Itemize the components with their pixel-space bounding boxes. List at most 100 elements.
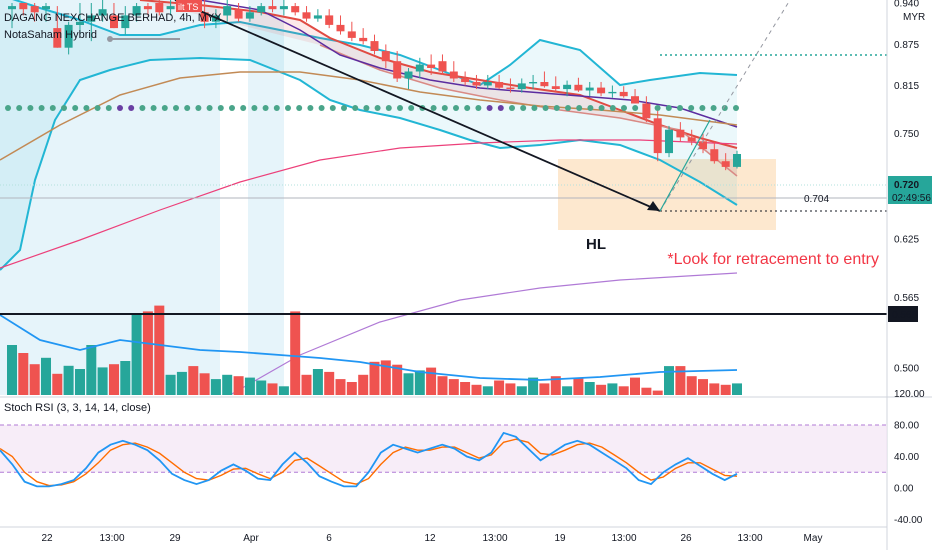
- hl-annotation: HL: [586, 236, 606, 253]
- volume-bar: [596, 384, 607, 395]
- candles-group: [0, 0, 742, 395]
- volume-bar: [709, 383, 720, 395]
- volume-bar: [358, 374, 369, 395]
- signal-dot: [621, 105, 627, 111]
- signal-dot: [363, 105, 370, 111]
- candle-body: [143, 6, 152, 10]
- signal-dot: [576, 105, 583, 111]
- volume-bar: [403, 373, 414, 395]
- signal-dot: [195, 105, 202, 111]
- candle-body: [540, 82, 549, 87]
- candle-body: [166, 6, 175, 10]
- signal-dot: [5, 105, 11, 111]
- price-tick-label: 0.875: [894, 40, 919, 51]
- volume-bar: [562, 386, 573, 395]
- candle-body: [234, 9, 243, 19]
- candle-body: [121, 15, 130, 29]
- signal-dot: [229, 105, 235, 111]
- volume-bar: [75, 369, 85, 395]
- signal-dot: [733, 105, 739, 111]
- volume-bar: [516, 386, 527, 395]
- volume-bar: [437, 376, 448, 395]
- volume-bar: [664, 366, 674, 395]
- time-tick-label: 26: [680, 533, 692, 544]
- candle-body: [699, 141, 707, 150]
- time-tick-label: 13:00: [737, 533, 762, 544]
- volume-bar: [584, 382, 595, 395]
- candle-body: [42, 6, 50, 10]
- time-tick-label: 12: [424, 533, 436, 544]
- candle-body: [245, 12, 254, 19]
- volume-bar: [448, 379, 459, 395]
- price-tick-label: 0.500: [894, 364, 919, 375]
- candle-body: [30, 6, 39, 13]
- volume-bar: [414, 370, 425, 395]
- volume-bar: [176, 371, 187, 395]
- signal-dot: [587, 105, 594, 111]
- price-tick-label: 0.565: [894, 293, 919, 304]
- signal-dot: [206, 105, 213, 111]
- signal-dot: [251, 105, 258, 111]
- candle-body: [495, 82, 504, 88]
- overlay-group: [0, 0, 887, 315]
- volume-bar: [312, 369, 323, 395]
- candle-body: [268, 6, 277, 10]
- volume-bar: [63, 365, 74, 395]
- signal-dot: [285, 105, 291, 111]
- stoch-tick-label: 80.00: [894, 421, 919, 432]
- ma-pink-line: [0, 139, 738, 269]
- currency-label: MYR: [903, 12, 925, 23]
- volume-bar: [97, 367, 108, 395]
- candle-body: [427, 64, 436, 68]
- volume-bar: [426, 367, 437, 395]
- volume-bar: [120, 361, 131, 395]
- signal-dot: [531, 105, 538, 111]
- signal-dot: [430, 105, 437, 111]
- candle-body: [653, 118, 662, 154]
- candle-body: [200, 12, 209, 22]
- candle-body: [563, 84, 572, 90]
- stoch-tick-label: 120.00: [894, 389, 925, 400]
- signal-dot: [598, 105, 605, 111]
- signal-dot: [184, 105, 191, 111]
- signal-dot: [27, 105, 34, 111]
- sell-tag-box: [176, 0, 202, 12]
- candle-body: [325, 15, 334, 25]
- time-tick-label: 13:00: [482, 533, 507, 544]
- candle-body: [608, 91, 617, 94]
- candle-body: [336, 24, 345, 32]
- volume-bar: [188, 366, 199, 395]
- stoch-k-line: [0, 431, 738, 488]
- candle-body: [585, 87, 594, 91]
- signal-dot: [329, 105, 336, 111]
- price-tick-label: 0.750: [894, 129, 919, 140]
- volume-bar: [369, 361, 380, 395]
- stoch-rsi-pane: [0, 424, 887, 488]
- signal-dot: [699, 105, 706, 111]
- volume-bar: [41, 357, 51, 395]
- signal-dot: [397, 105, 403, 111]
- signal-dot: [509, 105, 515, 111]
- signal-dot: [486, 105, 493, 111]
- volume-bar: [233, 376, 244, 395]
- candle-body: [665, 129, 673, 154]
- candle-body: [642, 103, 651, 119]
- time-tick-label: 13:00: [611, 533, 636, 544]
- signal-dot: [139, 105, 146, 111]
- stoch-label: Stoch RSI (3, 3, 14, 14, close): [4, 402, 151, 414]
- signal-dot: [16, 105, 23, 111]
- signal-dot: [688, 105, 695, 111]
- volume-bar: [630, 377, 640, 395]
- support-price: 0.565: [892, 310, 917, 321]
- volume-bar: [380, 360, 391, 395]
- signal-dot: [497, 105, 504, 111]
- signal-dot: [72, 105, 79, 111]
- volume-bar: [686, 376, 697, 395]
- volume-bar: [392, 364, 403, 395]
- time-tick-label: 29: [169, 533, 181, 544]
- volume-bar: [720, 384, 731, 395]
- signal-dot: [385, 105, 392, 111]
- volume-bar: [154, 305, 165, 395]
- volume-bar: [732, 383, 742, 395]
